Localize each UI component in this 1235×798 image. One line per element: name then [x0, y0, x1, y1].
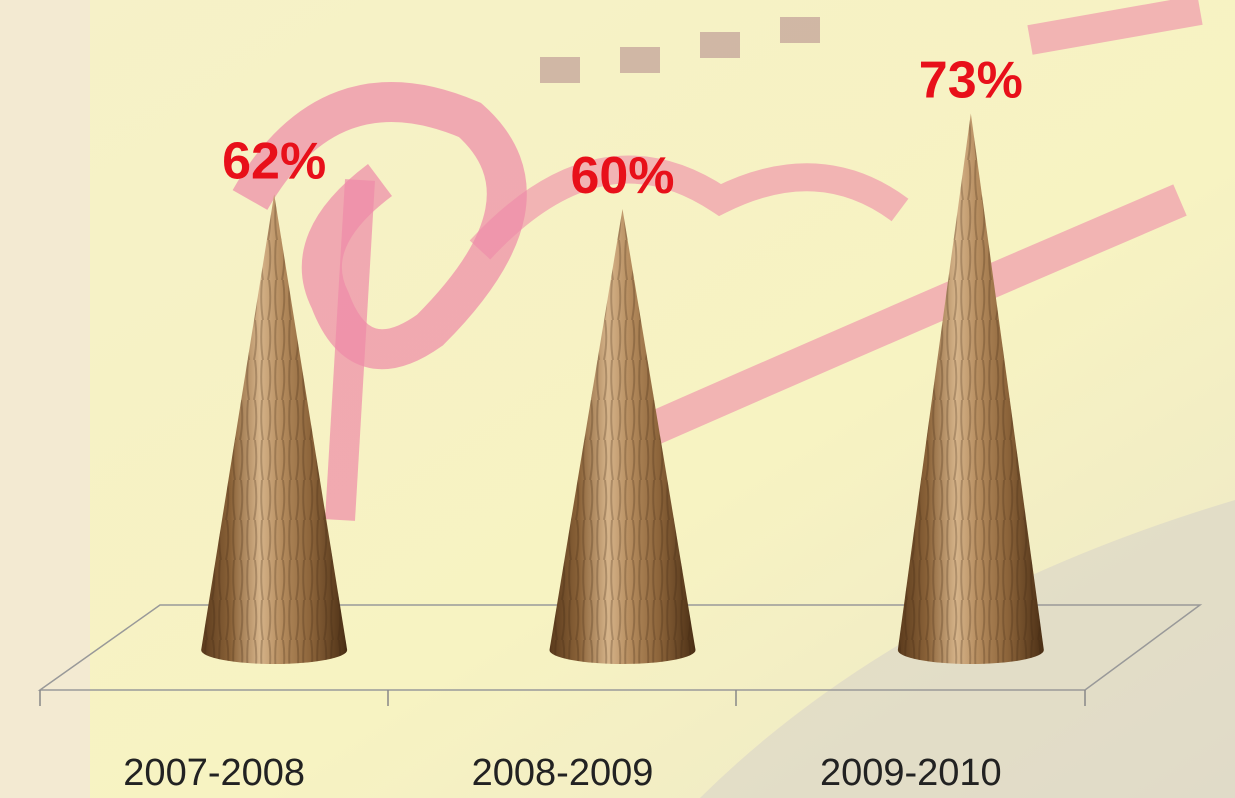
x-tick-label: 2009-2010	[820, 752, 1002, 794]
x-tick-label: 2008-2009	[472, 752, 654, 794]
chart: 2007-2008 62% 2008-2009 60% 2009-2010 73%	[0, 0, 1235, 798]
value-label: 62%	[222, 132, 326, 190]
value-label: 60%	[570, 147, 674, 205]
value-label: 73%	[919, 51, 1023, 109]
x-tick-label: 2007-2008	[123, 752, 305, 794]
